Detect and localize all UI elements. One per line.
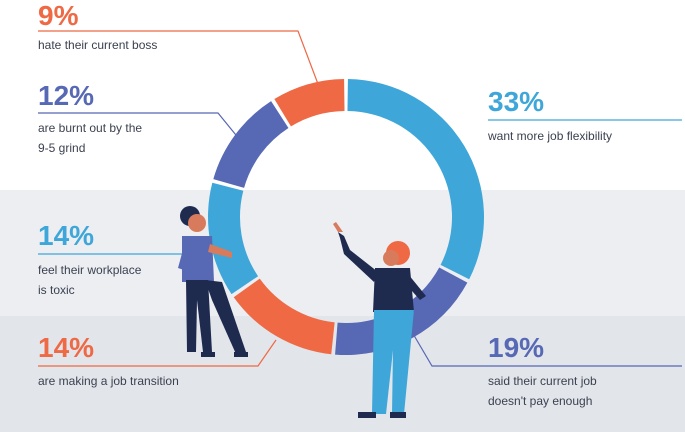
stat-12-description-line-1: are burnt out by the — [38, 121, 143, 135]
stat-14-transition-description-line-1: are making a job transition — [38, 374, 179, 388]
stat-14-toxic-description-line-1: feel their workplace — [38, 263, 142, 277]
leader-12 — [38, 112, 241, 141]
slice-9-boss — [274, 79, 345, 127]
leader-9 — [38, 30, 319, 85]
man-illustration — [178, 206, 248, 357]
stat-12-description-line-2: 9-5 grind — [38, 141, 86, 155]
stat-33-description-line-1: want more job flexibility — [488, 129, 613, 143]
woman-illustration — [333, 222, 426, 418]
donut-slices — [208, 79, 484, 355]
stat-9-description-line-1: hate their current boss — [38, 38, 158, 52]
stat-14-transition-description: are making a job transition — [38, 371, 179, 391]
background-band-middle — [0, 190, 685, 316]
stat-33-description: want more job flexibility — [488, 126, 612, 146]
slice-33-flexibility — [347, 79, 484, 280]
stat-19-description-line-2: doesn't pay enough — [488, 394, 593, 408]
leader-lines — [38, 30, 682, 367]
stat-14-toxic-percent: 14% — [38, 220, 95, 251]
stat-14-toxic-description: feel their workplace is toxic — [38, 260, 141, 300]
stat-14-toxic-description-line-2: is toxic — [38, 283, 75, 297]
slice-14-transition — [233, 278, 335, 355]
slice-14-toxic — [208, 182, 259, 295]
stat-12-percent: 12% — [38, 80, 95, 111]
stat-12-description: are burnt out by the 9-5 grind — [38, 118, 142, 158]
stat-9-description: hate their current boss — [38, 35, 157, 55]
stat-33-percent: 33% — [488, 86, 545, 117]
stat-19-description-line-1: said their current job — [488, 374, 597, 388]
leader-19 — [411, 331, 682, 367]
stat-14-transition-percent: 14% — [38, 332, 95, 363]
slice-12-burnout — [213, 101, 289, 188]
leader-14-transition — [38, 339, 277, 367]
stat-9-percent: 9% — [38, 0, 79, 31]
stat-19-description: said their current job doesn't pay enoug… — [488, 371, 597, 411]
stat-19-percent: 19% — [488, 332, 545, 363]
